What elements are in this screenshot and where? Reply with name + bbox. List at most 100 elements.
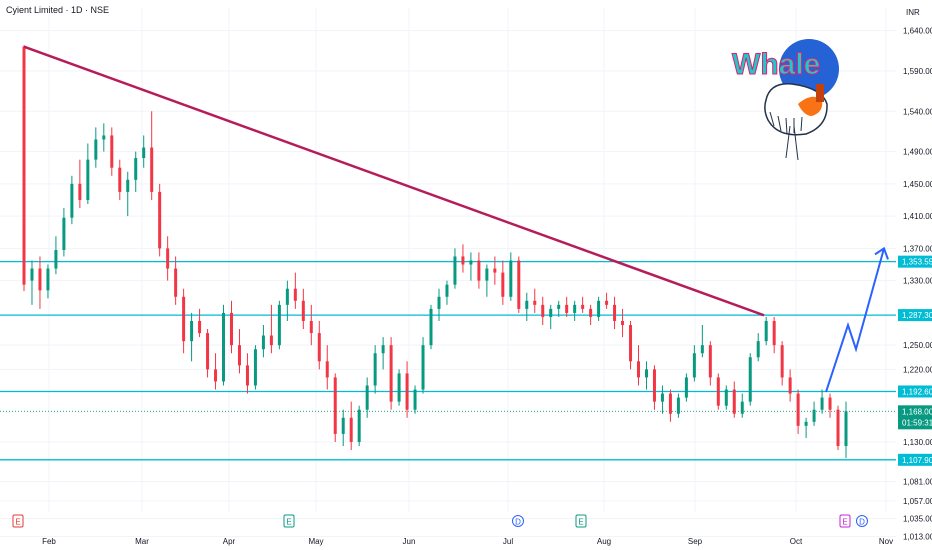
- level-price-tag: [898, 385, 932, 398]
- y-tick-label: 1,250.00: [903, 341, 932, 350]
- candle-body: [429, 308, 433, 346]
- y-tick-label: 1,490.00: [903, 148, 932, 157]
- event-marker: E: [575, 514, 587, 528]
- x-tick-label: Mar: [135, 537, 149, 546]
- candle-body: [150, 147, 154, 192]
- y-tick-label: 1,081.00: [903, 478, 932, 487]
- candle-body: [301, 300, 305, 321]
- candle-body: [565, 304, 569, 313]
- candle-body: [748, 357, 752, 402]
- event-marker: D: [856, 515, 868, 527]
- candle-body: [261, 335, 265, 350]
- y-tick-label: 1,013.00: [903, 532, 932, 541]
- candle-body: [437, 296, 441, 309]
- y-tick-label: 1,540.00: [903, 107, 932, 116]
- candle-body: [676, 397, 680, 414]
- x-tick-label: Jun: [403, 537, 416, 546]
- candle-body: [708, 345, 712, 378]
- y-tick-label: 1,640.00: [903, 27, 932, 36]
- event-marker: E: [283, 514, 295, 528]
- candle-body: [597, 300, 601, 317]
- candle-body: [844, 411, 848, 447]
- candle-body: [557, 304, 561, 309]
- earnings-icon: [575, 514, 587, 528]
- candle-body: [644, 369, 648, 378]
- event-marker-letter: E: [15, 518, 20, 527]
- level-price-tag: [898, 309, 932, 322]
- candle-body: [764, 320, 768, 342]
- x-tick-label: Feb: [42, 537, 56, 546]
- candle-body: [461, 256, 465, 265]
- event-marker: D: [512, 515, 524, 527]
- y-tick-label: 1,035.00: [903, 515, 932, 524]
- candle-body: [214, 369, 218, 382]
- candle-body: [357, 409, 361, 442]
- candle-body: [78, 183, 82, 200]
- arrow-head: [874, 246, 889, 260]
- candle-body: [421, 345, 425, 390]
- candle-body: [724, 389, 728, 406]
- x-tick-label: May: [308, 537, 323, 546]
- symbol-title[interactable]: Cyient Limited · 1D · NSE: [6, 5, 110, 15]
- candle-body: [285, 288, 289, 305]
- candle-body: [541, 304, 545, 317]
- event-marker: E: [839, 514, 851, 528]
- candle-body: [373, 353, 377, 386]
- dividend-icon: [856, 515, 868, 527]
- candle-body: [652, 369, 656, 402]
- candle-body: [325, 361, 329, 378]
- candle-body: [110, 135, 114, 168]
- event-marker-letter: E: [286, 518, 291, 527]
- earnings-icon: [12, 514, 24, 528]
- candle-body: [501, 272, 505, 297]
- candle-body: [772, 320, 776, 346]
- y-tick-label: 1,590.00: [903, 67, 932, 76]
- candle-body: [46, 268, 50, 291]
- level-price-label: 1,192.60: [902, 387, 932, 396]
- candle-body: [190, 320, 194, 342]
- candle-body: [142, 147, 146, 159]
- trendline: [23, 45, 765, 317]
- candle-body: [836, 409, 840, 447]
- candle-body: [349, 417, 353, 442]
- candle-body: [716, 377, 720, 406]
- candle-body: [589, 308, 593, 317]
- candle-body: [445, 284, 449, 297]
- candle-body: [237, 345, 241, 366]
- candle-body: [668, 393, 672, 414]
- candle-body: [134, 158, 138, 180]
- candle-body: [166, 248, 170, 269]
- countdown-label: 01:59:31: [902, 418, 932, 427]
- x-tick-label: Sep: [688, 537, 703, 546]
- candle-body: [245, 365, 249, 386]
- candle-body: [812, 409, 816, 422]
- candle-body: [700, 345, 704, 354]
- candle-body: [684, 377, 688, 398]
- candle-body: [549, 308, 553, 317]
- candle-body: [253, 349, 257, 386]
- candle-body: [621, 320, 625, 326]
- event-marker: E: [12, 514, 24, 528]
- candle-body: [405, 373, 409, 410]
- candle-body: [756, 341, 760, 358]
- y-tick-label: 1,410.00: [903, 212, 932, 221]
- candle-body: [22, 46, 26, 285]
- candle-body: [158, 191, 162, 249]
- candle-body: [118, 167, 122, 192]
- y-tick-label: 1,330.00: [903, 277, 932, 286]
- candle-body: [517, 260, 521, 309]
- candle-body: [126, 179, 130, 192]
- x-tick-label: Jul: [503, 537, 513, 546]
- candle-body: [198, 320, 202, 334]
- y-tick-label: 1,057.00: [903, 497, 932, 506]
- y-tick-label: 1,220.00: [903, 365, 932, 374]
- candle-body: [102, 135, 106, 140]
- candle-body: [732, 389, 736, 414]
- candle-body: [381, 345, 385, 354]
- candle-body: [469, 260, 473, 265]
- candle-body: [660, 393, 664, 402]
- level-price-tag: [898, 255, 932, 268]
- candle-body: [485, 268, 489, 281]
